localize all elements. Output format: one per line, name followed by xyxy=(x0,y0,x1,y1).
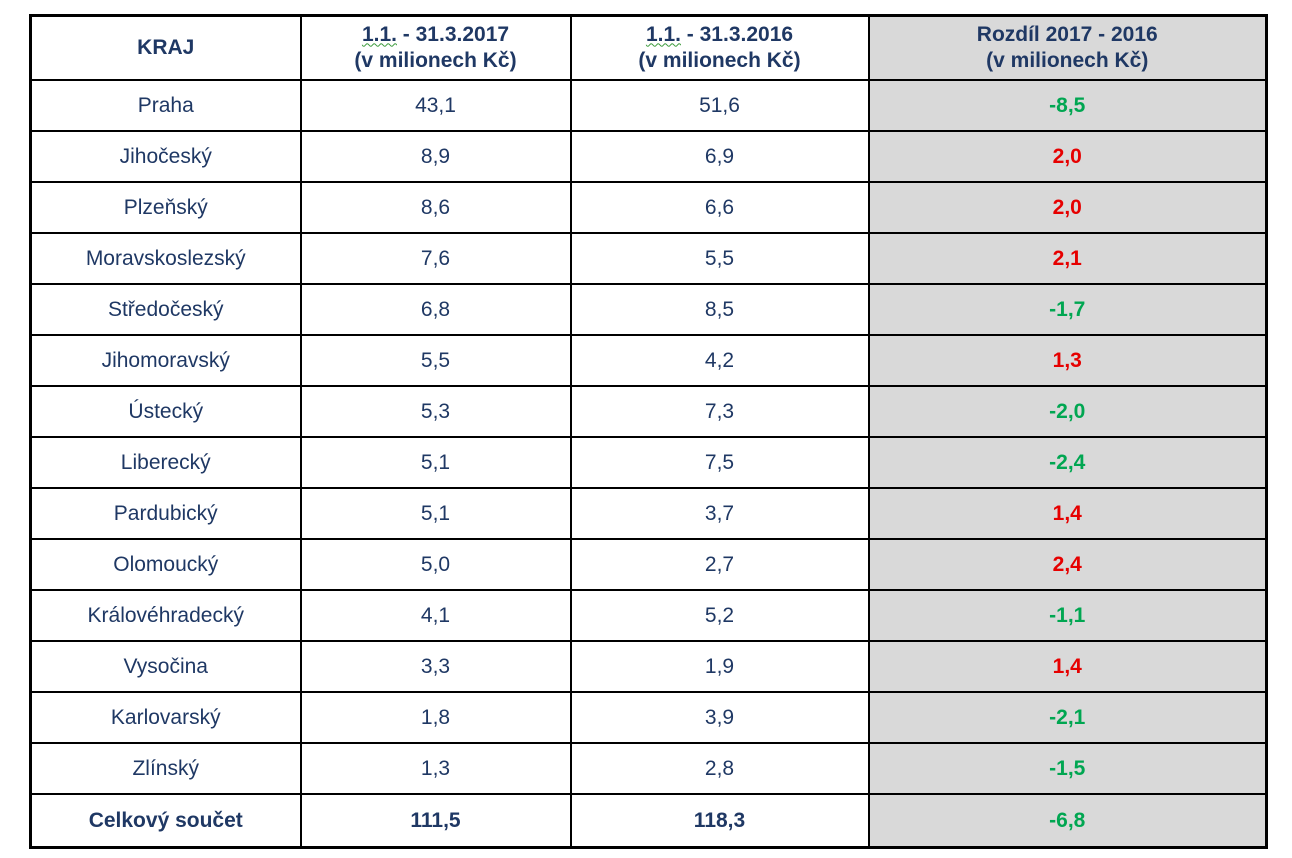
cell-difference: -2,1 xyxy=(867,691,1268,744)
table-row: Zlínský 1,3 2,8 -1,5 xyxy=(29,742,1268,795)
table-row: Liberecký 5,1 7,5 -2,4 xyxy=(29,436,1268,489)
cell-region: Vysočina xyxy=(29,640,302,693)
cell-region: Středočeský xyxy=(29,283,302,336)
header-2017-date-rest: - 31.3.2017 xyxy=(396,23,510,47)
cell-region: Moravskoslezský xyxy=(29,232,302,285)
cell-difference: -2,4 xyxy=(867,436,1268,489)
table-row: Středočeský 6,8 8,5 -1,7 xyxy=(29,283,1268,336)
cell-2016: 2,7 xyxy=(569,538,870,591)
cell-region: Karlovarský xyxy=(29,691,302,744)
cell-2016: 1,9 xyxy=(569,640,870,693)
table-row: Jihočeský 8,9 6,9 2,0 xyxy=(29,130,1268,183)
cell-region: Plzeňský xyxy=(29,181,302,234)
table-row: Karlovarský 1,8 3,9 -2,1 xyxy=(29,691,1268,744)
cell-difference: 2,1 xyxy=(867,232,1268,285)
cell-2017: 5,3 xyxy=(299,385,572,438)
cell-difference: 2,0 xyxy=(867,130,1268,183)
region-comparison-table: KRAJ 1.1. - 31.3.2017 (v milionech Kč) 1… xyxy=(29,14,1268,849)
table-row: Vysočina 3,3 1,9 1,4 xyxy=(29,640,1268,693)
cell-difference: 2,4 xyxy=(867,538,1268,591)
cell-region: Olomoucký xyxy=(29,538,302,591)
cell-difference: -1,1 xyxy=(867,589,1268,642)
cell-2017: 4,1 xyxy=(299,589,572,642)
cell-difference: -1,7 xyxy=(867,283,1268,336)
header-difference: Rozdíl 2017 - 2016 (v milionech Kč) xyxy=(867,14,1268,81)
table-row: Praha 43,1 51,6 -8,5 xyxy=(29,79,1268,132)
cell-2016: 4,2 xyxy=(569,334,870,387)
cell-difference: 1,4 xyxy=(867,640,1268,693)
cell-2016: 51,6 xyxy=(569,79,870,132)
table-container: KRAJ 1.1. - 31.3.2017 (v milionech Kč) 1… xyxy=(29,14,1268,849)
total-row: Celkový součet 111,5 118,3 -6,8 xyxy=(29,793,1268,849)
cell-region: Ústecký xyxy=(29,385,302,438)
cell-total-2017: 111,5 xyxy=(299,793,572,849)
cell-2017: 7,6 xyxy=(299,232,572,285)
cell-2017: 1,3 xyxy=(299,742,572,795)
cell-2017: 5,0 xyxy=(299,538,572,591)
cell-difference: -8,5 xyxy=(867,79,1268,132)
cell-difference: 1,3 xyxy=(867,334,1268,387)
header-2016-date-prefix: 1.1. xyxy=(645,23,681,47)
header-2016-unit: (v milionech Kč) xyxy=(638,49,801,72)
table-row: Pardubický 5,1 3,7 1,4 xyxy=(29,487,1268,540)
cell-2016: 3,7 xyxy=(569,487,870,540)
cell-region: Zlínský xyxy=(29,742,302,795)
table-row: Olomoucký 5,0 2,7 2,4 xyxy=(29,538,1268,591)
cell-2017: 5,1 xyxy=(299,487,572,540)
cell-region: Praha xyxy=(29,79,302,132)
header-2016-date-rest: - 31.3.2016 xyxy=(680,23,794,47)
cell-region: Jihočeský xyxy=(29,130,302,183)
cell-2017: 3,3 xyxy=(299,640,572,693)
cell-2016: 8,5 xyxy=(569,283,870,336)
cell-2016: 5,5 xyxy=(569,232,870,285)
cell-total-difference: -6,8 xyxy=(867,793,1268,849)
cell-difference: 1,4 xyxy=(867,487,1268,540)
cell-2016: 7,5 xyxy=(569,436,870,489)
cell-total-label: Celkový součet xyxy=(29,793,302,849)
cell-2017: 1,8 xyxy=(299,691,572,744)
cell-2016: 7,3 xyxy=(569,385,870,438)
cell-region: Jihomoravský xyxy=(29,334,302,387)
header-region: KRAJ xyxy=(29,14,302,81)
cell-2016: 6,6 xyxy=(569,181,870,234)
cell-2017: 43,1 xyxy=(299,79,572,132)
cell-2017: 8,6 xyxy=(299,181,572,234)
table-row: Moravskoslezský 7,6 5,5 2,1 xyxy=(29,232,1268,285)
cell-region: Pardubický xyxy=(29,487,302,540)
cell-2016: 3,9 xyxy=(569,691,870,744)
table-row: Ústecký 5,3 7,3 -2,0 xyxy=(29,385,1268,438)
cell-difference: 2,0 xyxy=(867,181,1268,234)
header-2016: 1.1. - 31.3.2016 (v milionech Kč) xyxy=(569,14,870,81)
cell-difference: -2,0 xyxy=(867,385,1268,438)
cell-2017: 6,8 xyxy=(299,283,572,336)
cell-region: Královéhradecký xyxy=(29,589,302,642)
table-row: Královéhradecký 4,1 5,2 -1,1 xyxy=(29,589,1268,642)
cell-difference: -1,5 xyxy=(867,742,1268,795)
header-2017: 1.1. - 31.3.2017 (v milionech Kč) xyxy=(299,14,572,81)
cell-2017: 5,5 xyxy=(299,334,572,387)
header-difference-title: Rozdíl 2017 - 2016 xyxy=(976,23,1158,47)
header-2017-date-prefix: 1.1. xyxy=(361,23,397,47)
cell-total-2016: 118,3 xyxy=(569,793,870,849)
header-row: KRAJ 1.1. - 31.3.2017 (v milionech Kč) 1… xyxy=(29,14,1268,81)
cell-2016: 6,9 xyxy=(569,130,870,183)
cell-region: Liberecký xyxy=(29,436,302,489)
cell-2016: 5,2 xyxy=(569,589,870,642)
table-row: Jihomoravský 5,5 4,2 1,3 xyxy=(29,334,1268,387)
table-row: Plzeňský 8,6 6,6 2,0 xyxy=(29,181,1268,234)
header-difference-unit: (v milionech Kč) xyxy=(986,49,1149,72)
cell-2017: 8,9 xyxy=(299,130,572,183)
cell-2017: 5,1 xyxy=(299,436,572,489)
header-2017-unit: (v milionech Kč) xyxy=(354,49,517,72)
cell-2016: 2,8 xyxy=(569,742,870,795)
